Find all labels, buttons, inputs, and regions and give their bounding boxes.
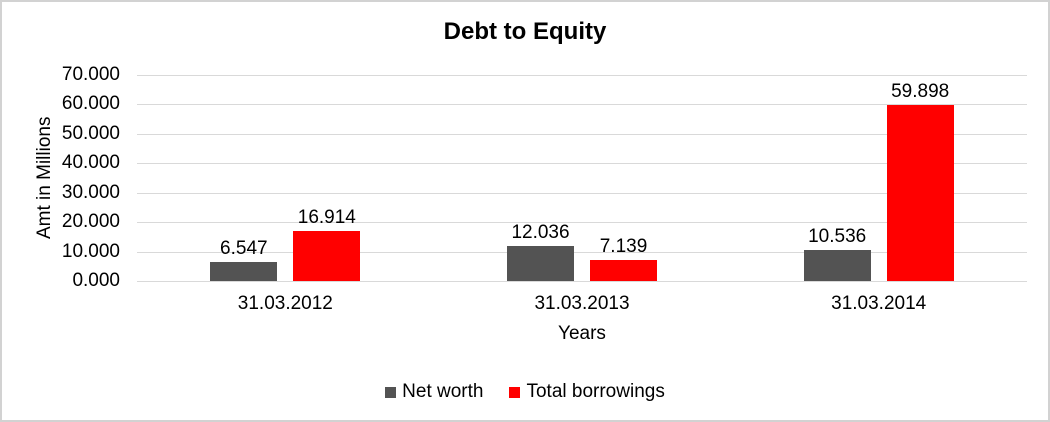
y-tick-label: 20.000 [61, 211, 120, 233]
y-tick-label: 50.000 [61, 122, 120, 144]
bar-net-worth [507, 245, 574, 281]
x-category-label: 31.03.2013 [534, 293, 630, 314]
bar-total-borrowings [293, 231, 361, 281]
data-label: 16.914 [297, 207, 356, 229]
bar-column: 59.898 [886, 75, 954, 281]
gridline [137, 163, 1027, 165]
bar-groups: 6.547 16.914 12.036 7.139 10.536 59.898 [137, 75, 1027, 281]
gridline [137, 222, 1027, 224]
y-tick-label: 10.000 [61, 240, 120, 262]
gridlines [137, 75, 1027, 282]
legend-marker-icon [385, 386, 397, 398]
bar-total-borrowings [590, 260, 657, 281]
legend-marker-icon [509, 386, 521, 398]
bar-column: 12.036 [507, 75, 574, 281]
gridline [137, 251, 1027, 253]
bar-net-worth [803, 250, 871, 281]
bar-group: 10.536 59.898 [730, 75, 1027, 281]
data-label: 12.036 [511, 221, 570, 243]
gridline [137, 104, 1027, 106]
y-tick-label: 40.000 [61, 152, 120, 174]
legend-label: Net worth [402, 381, 484, 402]
gridline [137, 133, 1027, 135]
plot-area: 6.547 16.914 12.036 7.139 10.536 59.898 [137, 75, 1027, 282]
gridline [137, 192, 1027, 194]
bar-column: 6.547 [210, 75, 278, 281]
gridline [137, 75, 1027, 76]
y-tick-label: 30.000 [61, 181, 120, 203]
data-label: 10.536 [808, 226, 867, 247]
legend-item: Total borrowings [509, 381, 665, 403]
y-tick-label: 0.000 [72, 270, 120, 291]
bar-group: 12.036 7.139 [434, 75, 731, 281]
y-tick-label: 70.000 [61, 64, 120, 85]
bar-total-borrowings [886, 104, 954, 281]
chart-title: Debt to Equity [443, 18, 607, 45]
legend-label: Total borrowings [526, 381, 665, 402]
y-tick-label: 60.000 [61, 93, 120, 115]
gridline [137, 281, 1027, 282]
bar-column: 10.536 [803, 75, 871, 281]
bar-net-worth [210, 261, 278, 281]
data-label: 6.547 [220, 237, 268, 259]
bar-group: 6.547 16.914 [137, 75, 434, 281]
y-axis-ticks: 0.000 10.000 20.000 30.000 40.000 50.000 60.00… [2, 64, 120, 291]
data-label: 7.139 [599, 236, 648, 257]
bar-column: 7.139 [590, 75, 657, 281]
x-category-label: 31.03.2014 [831, 293, 927, 314]
bar-column: 16.914 [293, 75, 361, 281]
x-category-label: 31.03.2012 [237, 293, 333, 314]
x-axis-categories: 31.03.2012 31.03.2013 31.03.2014 [137, 293, 1027, 314]
data-label: 59.898 [891, 80, 950, 102]
x-axis-title: Years [558, 323, 606, 344]
legend: Net worth Total borrowings [2, 381, 1048, 403]
legend-item: Net worth [385, 381, 483, 403]
